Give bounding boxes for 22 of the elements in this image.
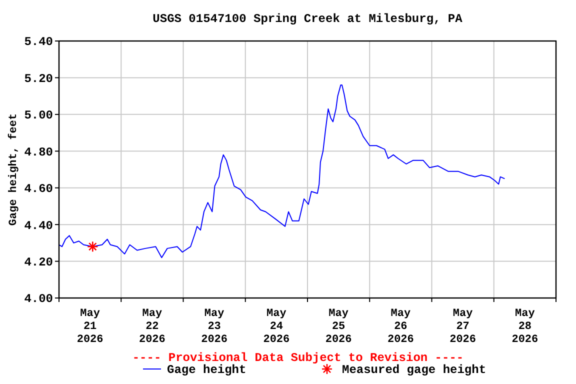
x-tick-label: May 21 2026 [76,308,104,346]
x-tick-label: May 24 2026 [263,308,290,346]
x-tick-label: May 28 2026 [512,308,538,346]
x-tick-label: May 23 2026 [201,308,228,346]
y-tick-label: 5.20 [24,72,53,86]
y-tick-label: 5.00 [24,108,53,123]
x-tick-label: May 25 2026 [325,308,352,346]
y-tick-label: 4.60 [24,182,53,196]
x-tick-label: May 22 2026 [138,308,166,346]
y-tick-label: 4.20 [24,255,53,270]
legend-label: Gage height [167,363,246,377]
text: ---- Provisional Data Subject to Revision ---- [132,351,464,365]
y-axis-title: Gage height, feet [7,113,20,226]
y-tick-label: 4.80 [24,145,53,160]
y-tick-label: 5.40 [24,35,53,50]
y-tick-label: 4.40 [24,218,53,233]
x-tick-label: May 26 2026 [387,308,414,346]
line-series [59,84,506,258]
y-tick-label: 4.00 [24,292,53,306]
legend-label: Measured gage height [342,363,486,377]
x-tick-label: May 27 2026 [450,308,476,346]
chart-title: USGS 01547100 Spring Creek at Milesburg, PA [152,12,464,26]
